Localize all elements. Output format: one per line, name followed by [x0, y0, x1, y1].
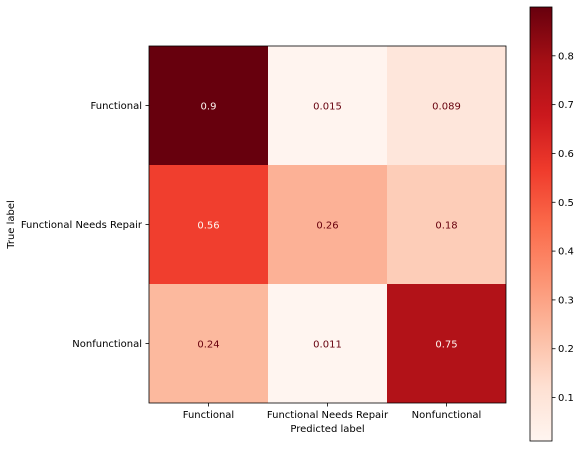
heatmap-cell	[387, 165, 506, 284]
y-axis-label: True label	[6, 200, 17, 250]
cell-value-label: 0.9	[201, 102, 217, 113]
heatmap-cell	[268, 165, 387, 284]
colorbar-tick-label: 0.4	[558, 247, 574, 258]
x-tick-label: Functional	[183, 410, 234, 421]
x-tick-label: Functional Needs Repair	[267, 410, 389, 421]
heatmap-cells: 0.9 0.015 0.089 0.56 0.26 0.18 0.24 0.011 0.75	[149, 46, 506, 403]
y-tick-label: Functional	[91, 101, 142, 112]
colorbar-tick-label: 0.2	[558, 344, 574, 355]
cell-value-label: 0.011	[313, 340, 342, 351]
colorbar-tick-label: 0.3	[558, 295, 574, 306]
colorbar	[529, 6, 553, 442]
heatmap-cell	[387, 46, 506, 165]
colorbar-ticks: 0.1 0.2 0.3 0.4 0.5 0.6 0.7 0.8	[552, 51, 574, 404]
colorbar-tick-label: 0.7	[558, 100, 574, 111]
heatmap-cell	[149, 46, 268, 165]
heatmap-cell	[387, 284, 506, 403]
cell-value-label: 0.75	[435, 340, 457, 351]
y-tick-label: Functional Needs Repair	[21, 220, 143, 231]
heatmap-cell	[268, 284, 387, 403]
cell-value-label: 0.089	[432, 102, 461, 113]
heatmap-cell	[268, 46, 387, 165]
colorbar-tick-label: 0.8	[558, 51, 574, 62]
x-axis-label: Predicted label	[290, 424, 364, 435]
x-axis-ticks: Functional Functional Needs Repair Nonfunc…	[183, 403, 482, 421]
colorbar-tick-label: 0.5	[558, 198, 574, 209]
x-tick-label: Nonfunctional	[412, 410, 482, 421]
y-tick-label: Nonfunctional	[72, 339, 142, 350]
cell-value-label: 0.24	[197, 340, 219, 351]
heatmap-cell	[149, 165, 268, 284]
cell-value-label: 0.26	[316, 221, 338, 232]
heatmap-cell	[149, 284, 268, 403]
colorbar-tick-label: 0.6	[558, 149, 574, 160]
cell-value-label: 0.56	[197, 221, 219, 232]
cell-value-label: 0.015	[313, 102, 342, 113]
cell-value-label: 0.18	[435, 221, 457, 232]
y-axis-ticks: Functional Functional Needs Repair Nonfunc…	[21, 101, 149, 350]
colorbar-tick-label: 0.1	[558, 393, 574, 404]
